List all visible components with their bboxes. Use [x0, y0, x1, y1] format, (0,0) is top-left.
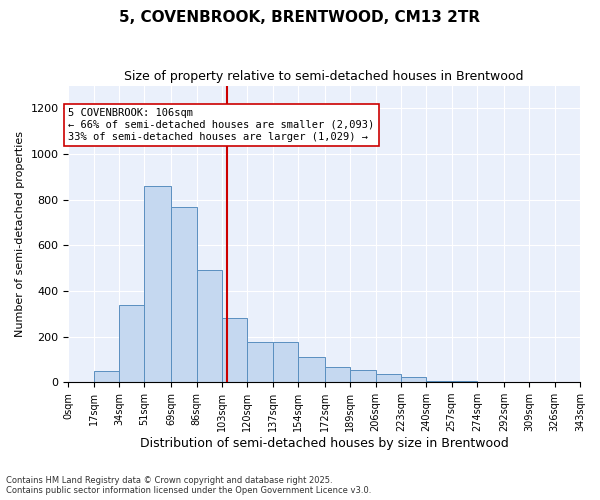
Bar: [145, 186, 172, 382]
Title: Size of property relative to semi-detached houses in Brentwood: Size of property relative to semi-detach…: [124, 70, 524, 83]
X-axis label: Distribution of semi-detached houses by size in Brentwood: Distribution of semi-detached houses by …: [140, 437, 509, 450]
Text: 5, COVENBROOK, BRENTWOOD, CM13 2TR: 5, COVENBROOK, BRENTWOOD, CM13 2TR: [119, 10, 481, 25]
Y-axis label: Number of semi-detached properties: Number of semi-detached properties: [15, 131, 25, 337]
Bar: [350, 370, 376, 382]
Bar: [119, 304, 145, 382]
Bar: [222, 318, 247, 382]
Text: Contains HM Land Registry data © Crown copyright and database right 2025.
Contai: Contains HM Land Registry data © Crown c…: [6, 476, 371, 495]
Bar: [172, 206, 197, 382]
Bar: [273, 342, 298, 382]
Text: 5 COVENBROOK: 106sqm
← 66% of semi-detached houses are smaller (2,093)
33% of se: 5 COVENBROOK: 106sqm ← 66% of semi-detac…: [68, 108, 374, 142]
Bar: [376, 374, 401, 382]
Bar: [298, 357, 325, 382]
Bar: [325, 368, 350, 382]
Bar: [452, 381, 477, 382]
Bar: [401, 376, 427, 382]
Bar: [427, 381, 452, 382]
Bar: [247, 342, 273, 382]
Bar: [94, 371, 119, 382]
Bar: [197, 270, 222, 382]
